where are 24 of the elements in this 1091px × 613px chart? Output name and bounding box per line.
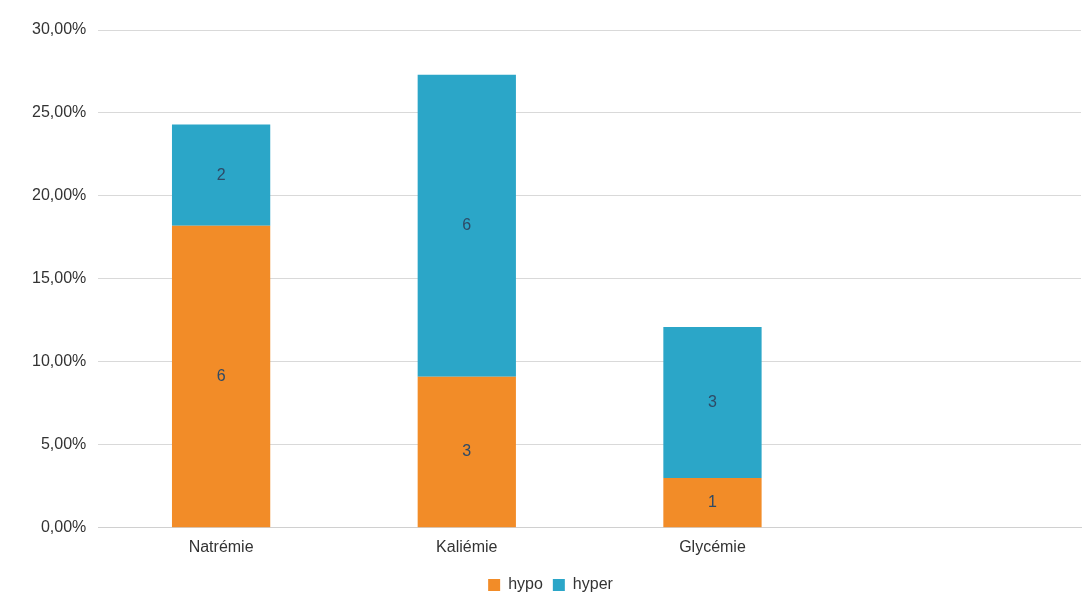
y-tick-label: 25,00% [32,103,87,121]
x-tick-label: Glycémie [679,537,746,555]
y-tick-label: 0,00% [40,518,87,536]
bar [417,376,516,528]
bar [417,74,516,377]
legend-label: hyper [572,575,614,593]
x-tick-label: Natrémie [188,537,254,555]
y-tick-label: 10,00% [32,352,87,370]
y-tick-label: 30,00% [32,20,87,38]
y-tick-label: 20,00% [32,186,87,204]
y-tick-label: 15,00% [32,269,87,287]
annotation: 2 [216,165,226,183]
bar [663,327,762,479]
y-tick-label: 5,00% [40,435,87,453]
annotation: 6 [462,216,472,234]
legend-label: hypo [508,575,543,593]
bar [663,478,762,528]
bar [171,124,271,226]
annotation: 1 [708,493,718,511]
annotation: 3 [462,442,472,460]
annotation: 3 [708,392,718,410]
x-tick-label: Kaliémie [436,537,498,555]
bar [171,225,271,528]
annotation: 6 [216,366,226,384]
